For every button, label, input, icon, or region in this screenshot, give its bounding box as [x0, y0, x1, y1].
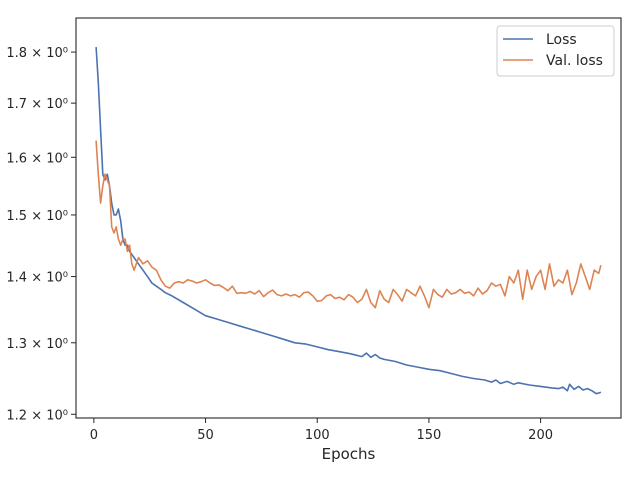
- y-tick-label: 1.7 × 10⁰: [6, 97, 68, 112]
- y-tick-label: 1.4 × 10⁰: [6, 271, 68, 286]
- x-tick-label: 0: [90, 428, 98, 443]
- x-tick-label: 200: [528, 428, 553, 443]
- series-line-val-loss: [95, 140, 602, 309]
- x-tick-label: 100: [305, 428, 330, 443]
- x-axis-label: Epochs: [322, 445, 376, 463]
- plot-frame: [75, 17, 622, 419]
- legend-label-val-loss: Val. loss: [546, 53, 603, 69]
- series-line-loss: [95, 47, 602, 395]
- legend: Loss Val. loss: [496, 25, 615, 77]
- ticks-layer: 0 50 100 150 200 1.2 × 10⁰ 1.3 × 10⁰ 1.4 × 10⁰ 1…: [6, 46, 553, 443]
- series-layer: [95, 47, 602, 395]
- y-tick-label: 1.3 × 10⁰: [6, 337, 68, 352]
- y-tick-label: 1.8 × 10⁰: [6, 46, 68, 61]
- x-tick-label: 150: [416, 428, 441, 443]
- legend-label-loss: Loss: [546, 32, 577, 48]
- y-tick-label: 1.5 × 10⁰: [6, 209, 68, 224]
- x-tick-label: 50: [197, 428, 214, 443]
- y-tick-label: 1.6 × 10⁰: [6, 151, 68, 166]
- plot-background: [76, 18, 621, 418]
- y-tick-label: 1.2 × 10⁰: [6, 408, 68, 423]
